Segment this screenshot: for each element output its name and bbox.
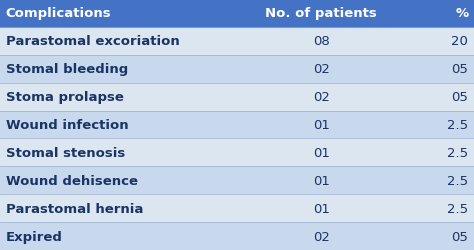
Bar [0,167,249,194]
Text: Stomal bleeding: Stomal bleeding [6,63,128,76]
Bar [0,194,249,222]
Text: 2.5: 2.5 [447,202,468,215]
Text: 05: 05 [451,63,468,76]
Text: 05: 05 [451,230,468,242]
Text: 05: 05 [451,91,468,104]
Bar [393,139,474,167]
Text: 02: 02 [313,91,329,104]
Text: Parastomal hernia: Parastomal hernia [6,202,143,215]
Bar [393,56,474,83]
Text: 01: 01 [313,174,329,187]
Bar [393,0,474,28]
Text: %: % [455,8,468,20]
Text: 01: 01 [313,202,329,215]
Bar [0,0,249,28]
Text: Stoma prolapse: Stoma prolapse [6,91,124,104]
Bar [0,83,249,111]
Text: 08: 08 [313,35,329,48]
Bar [393,194,474,222]
Text: 20: 20 [451,35,468,48]
Bar [249,194,393,222]
Bar [393,167,474,194]
Bar [249,167,393,194]
Text: 2.5: 2.5 [447,118,468,132]
Bar [393,111,474,139]
Bar [0,139,249,167]
Bar [393,222,474,250]
Text: Wound infection: Wound infection [6,118,128,132]
Bar [0,111,249,139]
Bar [0,28,249,56]
Text: 02: 02 [313,230,329,242]
Text: Stomal stenosis: Stomal stenosis [6,146,125,159]
Bar [249,111,393,139]
Bar [249,0,393,28]
Text: 01: 01 [313,146,329,159]
Text: No. of patients: No. of patients [265,8,377,20]
Text: 2.5: 2.5 [447,174,468,187]
Text: Complications: Complications [6,8,111,20]
Bar [393,28,474,56]
Bar [0,56,249,83]
Text: Wound dehisence: Wound dehisence [6,174,137,187]
Bar [249,222,393,250]
Text: Expired: Expired [6,230,63,242]
Text: 2.5: 2.5 [447,146,468,159]
Bar [249,28,393,56]
Bar [249,83,393,111]
Bar [393,83,474,111]
Bar [249,139,393,167]
Text: Parastomal excoriation: Parastomal excoriation [6,35,180,48]
Bar [249,56,393,83]
Text: 01: 01 [313,118,329,132]
Bar [0,222,249,250]
Text: 02: 02 [313,63,329,76]
